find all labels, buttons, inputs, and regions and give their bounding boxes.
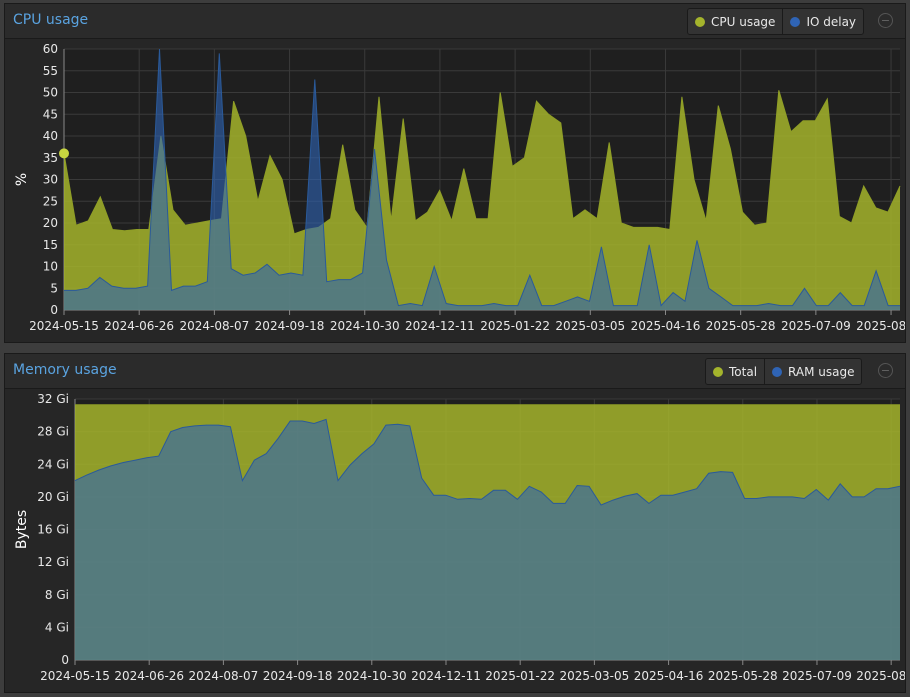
y-tick-label: 0 <box>61 653 69 667</box>
cpu-usage-area <box>64 90 900 310</box>
y-tick-label: 25 <box>43 194 58 208</box>
y-tick-label: 60 <box>43 42 58 56</box>
ram-usage-area <box>75 419 900 660</box>
x-tick-label: 2025-04-16 <box>634 669 704 683</box>
x-tick-label: 2024-09-18 <box>263 669 333 683</box>
y-tick-label: 24 Gi <box>37 457 69 471</box>
x-tick-label: 2025-04-16 <box>631 319 701 333</box>
x-tick-label: 2024-10-30 <box>330 319 400 333</box>
x-tick-label: 2024-09-18 <box>255 319 325 333</box>
cpu-legend: CPU usage IO delay <box>687 8 865 35</box>
cpu-panel-header: CPU usage CPU usage IO delay − <box>5 4 905 39</box>
x-tick-label: 2024-06-26 <box>104 319 174 333</box>
cpu-hover-point-marker <box>59 148 69 159</box>
x-tick-label: 2025-03-05 <box>560 669 630 683</box>
y-tick-label: 4 Gi <box>45 620 69 634</box>
y-tick-label: 30 <box>43 173 58 187</box>
memory-panel-title: Memory usage <box>13 362 117 378</box>
memory-panel-header: Memory usage Total RAM usage − <box>5 354 905 389</box>
y-tick-label: 20 Gi <box>37 490 69 504</box>
memory-usage-panel: Memory usage Total RAM usage − 0 4 Gi 8 Gi… <box>4 353 906 693</box>
y-tick-label: 10 <box>43 260 58 274</box>
x-tick-label: 2024-12-11 <box>405 319 475 333</box>
x-tick-label: 2025-07-09 <box>782 669 852 683</box>
x-tick-label: 2024-08-07 <box>189 669 259 683</box>
y-tick-label: 15 <box>43 238 58 252</box>
y-tick-label: 16 Gi <box>37 523 69 537</box>
cpu-usage-panel: CPU usage CPU usage IO delay − 0 5 10 15 20 2… <box>4 3 906 343</box>
x-tick-label: 2024-05-15 <box>29 319 99 333</box>
cpu-panel-title: CPU usage <box>13 12 89 28</box>
x-tick-label: 2025-05-28 <box>708 669 778 683</box>
y-tick-label: 45 <box>43 107 58 121</box>
x-tick-label: 2025-03-05 <box>555 319 625 333</box>
io-delay-legend-dot-icon <box>790 16 801 27</box>
memory-legend: Total RAM usage <box>705 358 863 385</box>
legend-item-cpu-usage[interactable]: CPU usage <box>688 9 784 34</box>
y-tick-label: 35 <box>43 151 58 165</box>
y-tick-label: 40 <box>43 129 58 143</box>
x-tick-label: 2025-07-09 <box>781 319 851 333</box>
x-tick-label: 2024-10-30 <box>337 669 407 683</box>
x-tick-label: 2024-12-11 <box>411 669 481 683</box>
ram-usage-legend-dot-icon <box>772 366 783 377</box>
legend-item-total[interactable]: Total <box>706 359 766 384</box>
y-axis-title: % <box>14 173 30 186</box>
memory-usage-chart: 0 4 Gi 8 Gi 12 Gi 16 Gi 20 Gi 24 Gi 28 Gi 32 Gi 2… <box>14 392 905 683</box>
y-tick-label: 12 Gi <box>37 555 69 569</box>
legend-label: CPU usage <box>711 14 776 29</box>
y-tick-label: 28 Gi <box>37 425 69 439</box>
total-legend-dot-icon <box>713 366 723 377</box>
x-tick-label: 2024-08-07 <box>179 319 249 333</box>
minus-circle-icon[interactable]: − <box>878 363 893 378</box>
cpu-usage-chart: 0 5 10 15 20 25 30 35 40 45 50 55 60 2024-05-15 2024-0… <box>14 42 905 333</box>
x-tick-label: 2025-08-20 <box>856 669 905 683</box>
x-tick-label: 2025-05-28 <box>706 319 776 333</box>
cpu-usage-line <box>63 90 901 235</box>
io-delay-line <box>64 48 900 307</box>
y-tick-label: 0 <box>50 303 58 317</box>
x-tick-label: 2024-05-15 <box>40 669 110 683</box>
x-tick-label: 2024-06-26 <box>114 669 184 683</box>
minus-circle-icon[interactable]: − <box>878 13 893 28</box>
y-axis-title: Bytes <box>14 510 30 549</box>
legend-label: RAM usage <box>788 364 855 379</box>
x-tick-label: 2025-08-20 <box>856 319 905 333</box>
legend-label: IO delay <box>806 14 857 29</box>
ram-usage-line <box>74 418 901 506</box>
legend-item-ram-usage[interactable]: RAM usage <box>765 359 861 384</box>
y-tick-label: 20 <box>43 216 58 230</box>
cpu-usage-legend-dot-icon <box>695 16 705 27</box>
y-tick-label: 50 <box>43 86 58 100</box>
y-tick-label: 32 Gi <box>37 392 69 406</box>
x-tick-label: 2025-01-22 <box>485 669 555 683</box>
y-tick-label: 55 <box>43 64 58 78</box>
legend-item-io-delay[interactable]: IO delay <box>783 9 863 34</box>
legend-label: Total <box>729 364 758 379</box>
y-tick-label: 8 Gi <box>45 588 69 602</box>
x-tick-label: 2025-01-22 <box>480 319 550 333</box>
y-tick-label: 5 <box>50 281 58 295</box>
